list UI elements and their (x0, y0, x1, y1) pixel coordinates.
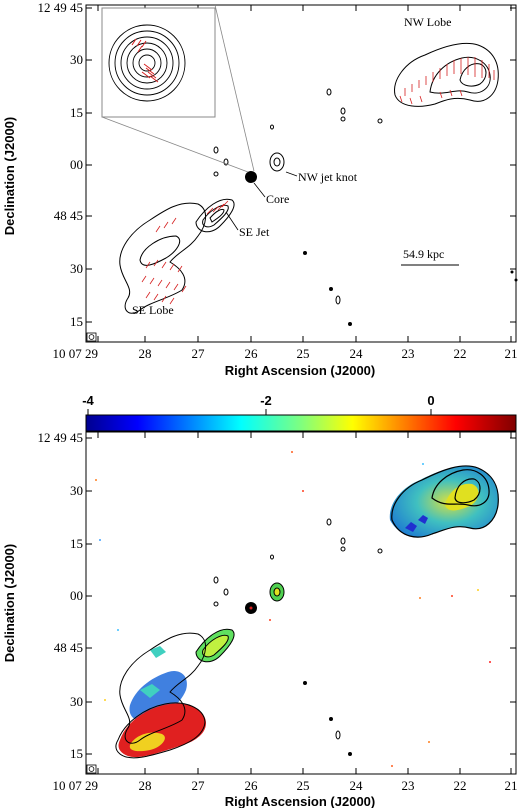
core-inset (101, 4, 255, 173)
annotation-scale-bar: 54.9 kpc (403, 247, 444, 261)
bottom-ytick-label: 00 (70, 588, 83, 603)
noise-pixels (95, 451, 491, 767)
top-xtick-label: 28 (139, 346, 152, 361)
colorbar-tick-label: -4 (82, 393, 94, 408)
top-ytick-label: 48 45 (54, 208, 83, 223)
colorbar-tick-label: 0 (427, 393, 434, 408)
colorbar-ticks (87, 409, 432, 415)
bottom-xtick-label: 27 (192, 778, 206, 793)
nw-lobe-contours-bottom (391, 465, 499, 538)
bottom-plot-frame (85, 431, 517, 775)
bottom-ytick-label: 30 (70, 694, 83, 709)
small-blobs-bottom (213, 518, 383, 756)
bottom-xtick-label: 21 (505, 778, 518, 793)
nw-jet-knot-contours (269, 152, 285, 172)
top-panel: NW Lobe NW jet knot Core SE Jet SE Lobe … (2, 0, 518, 378)
top-ytick-label: 30 (70, 52, 83, 67)
beam-marker (86, 332, 97, 342)
top-xaxis-title: Right Ascension (J2000) (225, 363, 376, 378)
se-lobe-vectors (141, 200, 229, 305)
beam-marker-bottom (86, 764, 97, 774)
bottom-ytick-label: 15 (70, 746, 83, 761)
annotation-se-jet: SE Jet (239, 225, 270, 239)
se-jet-contours (119, 198, 235, 314)
bottom-panel: -4 -2 0 (2, 393, 518, 808)
top-xtick-label: 21 (505, 346, 518, 361)
annotation-se-lobe: SE Lobe (132, 303, 174, 317)
top-xtick-label: 23 (402, 346, 415, 361)
annotation-nw-lobe: NW Lobe (404, 15, 451, 29)
bottom-yaxis-title: Declination (J2000) (2, 544, 17, 663)
bottom-xtick-label: 24 (350, 778, 364, 793)
top-plot-frame (85, 4, 517, 343)
bottom-xtick-label: 26 (245, 778, 259, 793)
bottom-ytick-label: 48 45 (54, 640, 83, 655)
bottom-ytick-label: 30 (70, 483, 83, 498)
bottom-xtick-label: 25 (297, 778, 310, 793)
top-ytick-label: 30 (70, 261, 83, 276)
bottom-xaxis-title: Right Ascension (J2000) (225, 794, 376, 808)
se-jet-heatmap (118, 629, 235, 758)
top-xtick-label: 22 (454, 346, 467, 361)
top-ytick-label: 00 (70, 157, 83, 172)
colorbar-tick-label: -2 (260, 393, 272, 408)
nw-jet-knot-bottom (269, 582, 285, 602)
bottom-ytick-label: 12 49 45 (38, 430, 84, 445)
top-yaxis-title: Declination (J2000) (2, 117, 17, 236)
top-xtick-label: 10 07 29 (53, 346, 99, 361)
top-xtick-label: 26 (245, 346, 259, 361)
nw-lobe-contours (394, 42, 499, 107)
bottom-xtick-label: 23 (402, 778, 415, 793)
top-xtick-label: 25 (297, 346, 310, 361)
annotation-core: Core (266, 192, 289, 206)
top-ytick-label: 15 (70, 314, 83, 329)
bottom-ytick-label: 15 (70, 536, 83, 551)
bottom-xtick-label: 10 07 29 (53, 778, 99, 793)
annotation-nw-jet-knot: NW jet knot (298, 170, 358, 184)
top-axis-ticks (86, 5, 516, 342)
annotation-pointers (225, 171, 298, 231)
core-marker (245, 171, 257, 183)
colorbar (85, 414, 517, 432)
se-jet-contours-bottom (115, 628, 235, 759)
core-center (249, 606, 253, 610)
small-blobs (213, 88, 518, 326)
bottom-xtick-label: 28 (139, 778, 152, 793)
top-xtick-label: 24 (350, 346, 364, 361)
nw-lobe-vectors (399, 57, 495, 105)
nw-lobe-heatmap (389, 465, 499, 538)
top-xtick-label: 27 (192, 346, 206, 361)
top-ytick-label: 12 49 45 (38, 0, 84, 15)
top-ytick-label: 15 (70, 105, 83, 120)
bottom-xtick-label: 22 (454, 778, 467, 793)
bottom-axis-ticks (86, 432, 516, 774)
